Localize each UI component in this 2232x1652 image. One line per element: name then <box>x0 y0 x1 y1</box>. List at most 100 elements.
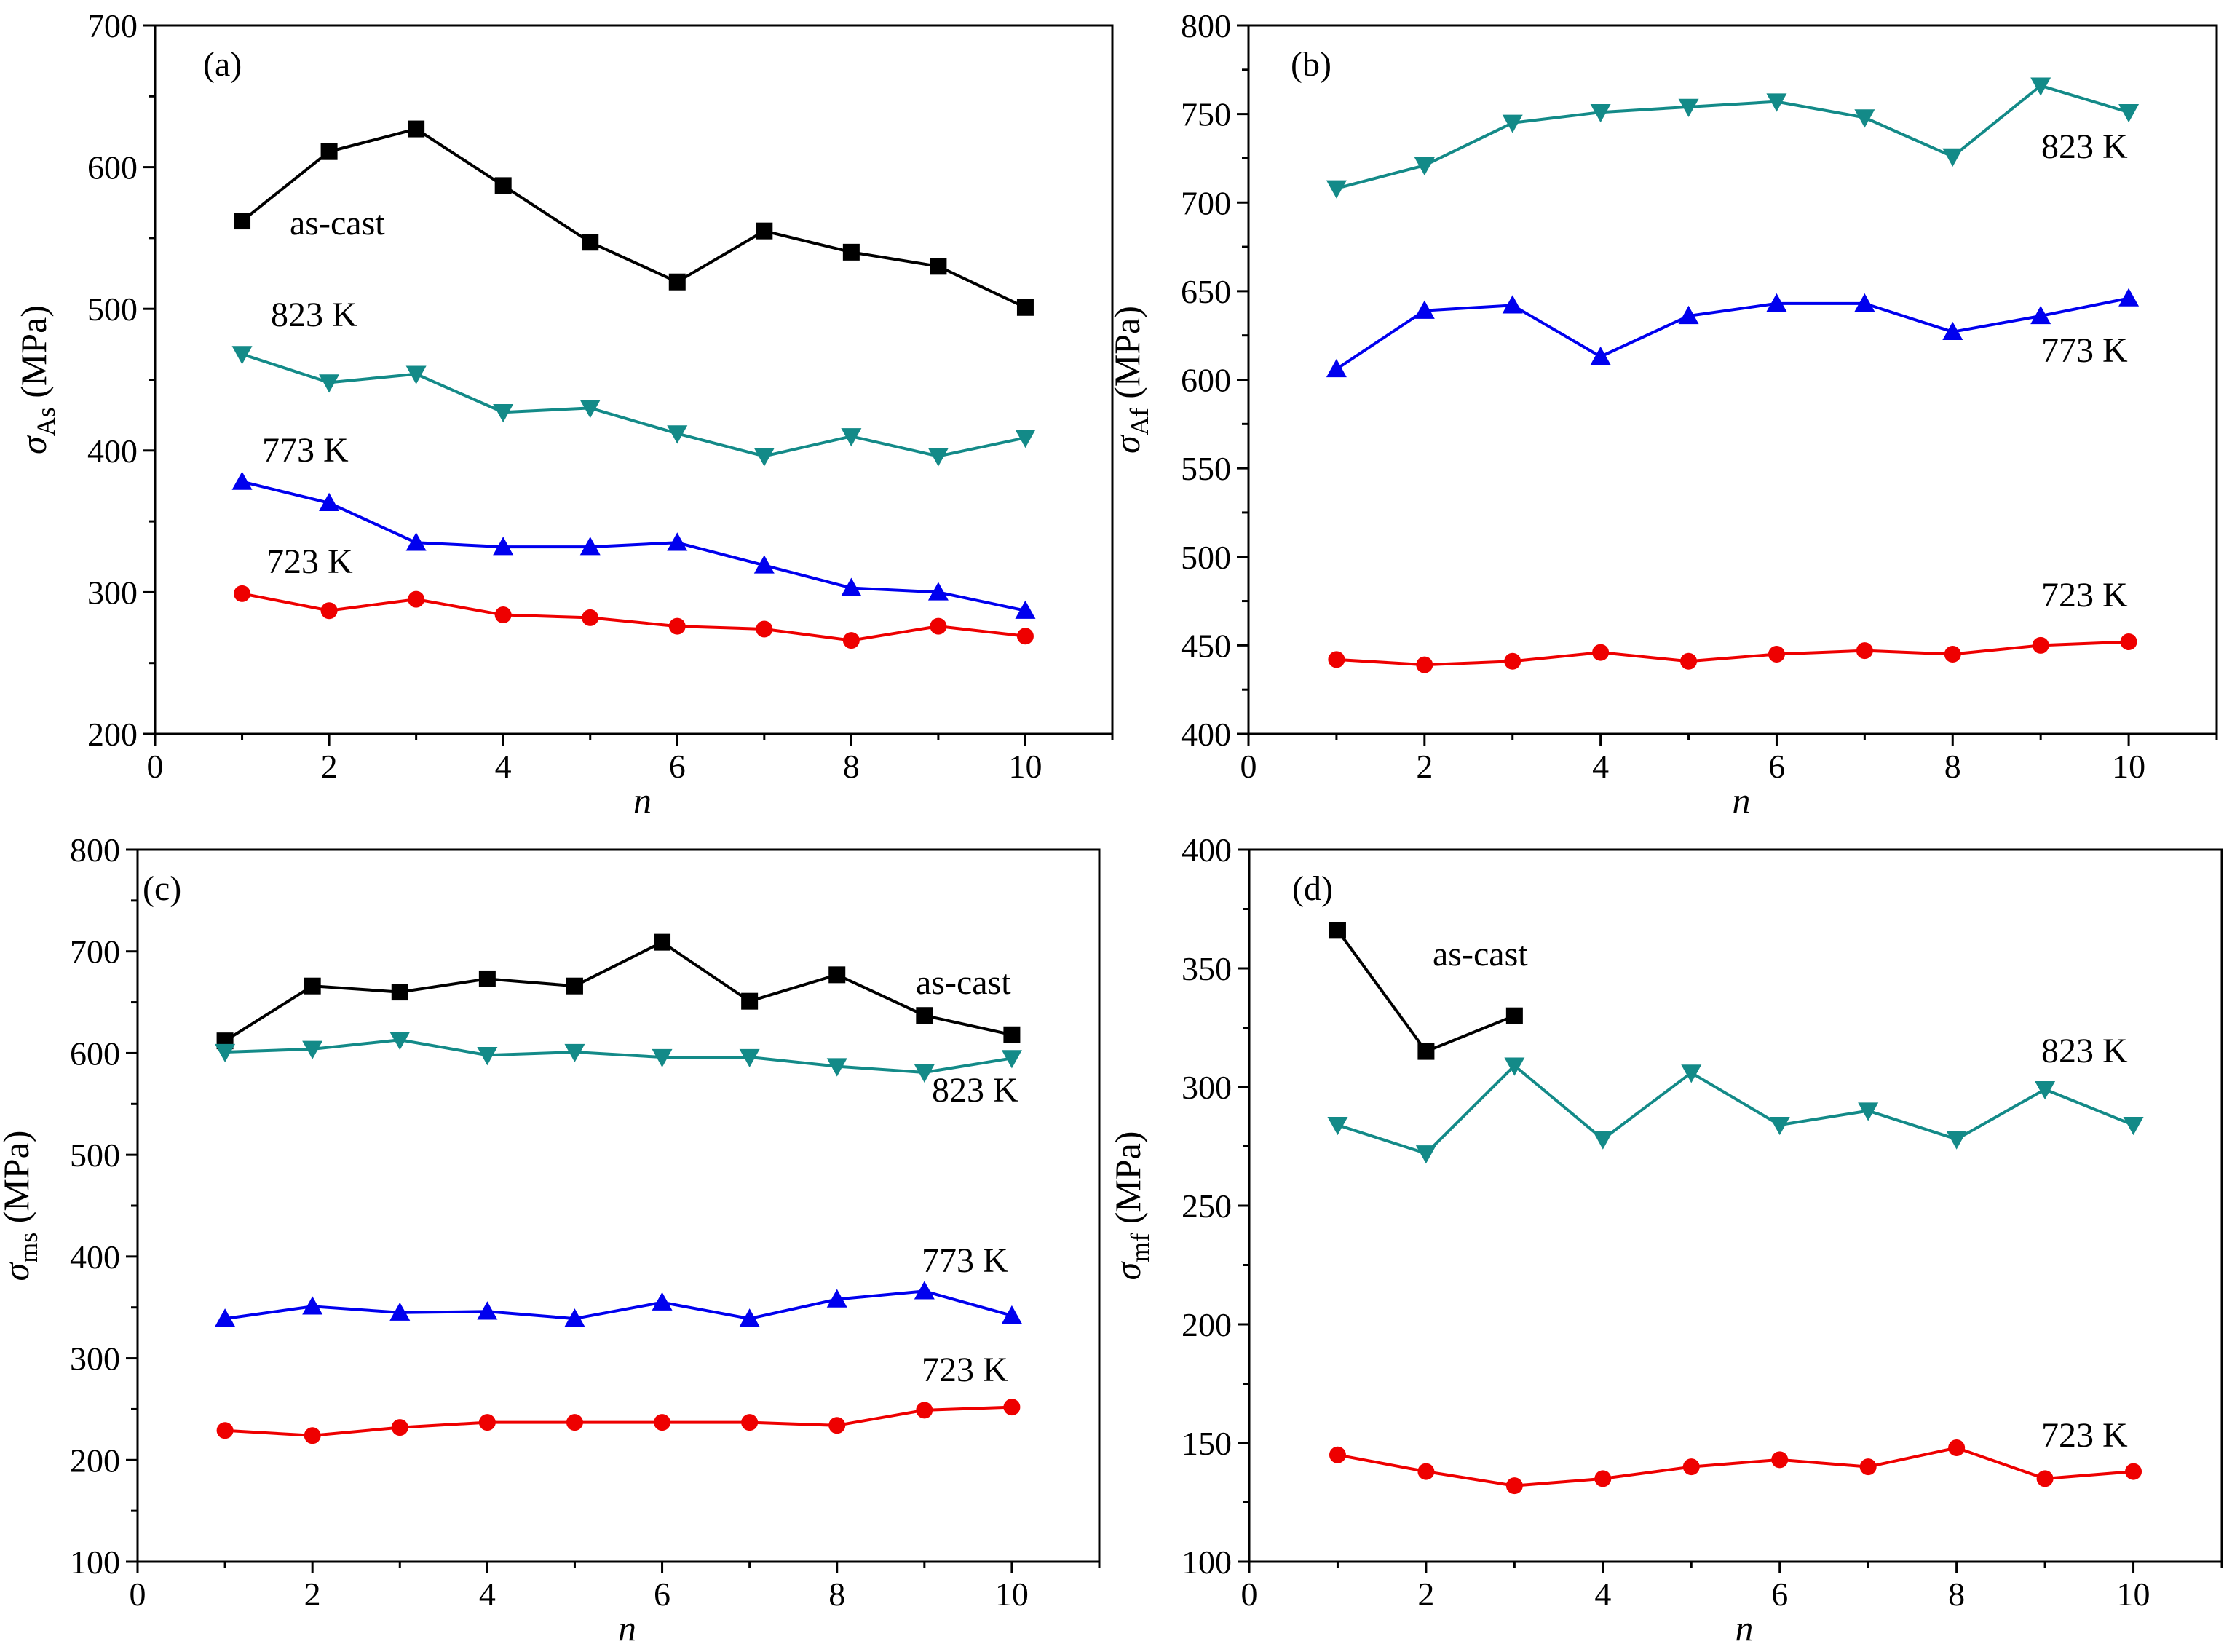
y-tick-label: 400 <box>1181 716 1231 753</box>
data-point <box>1502 295 1523 314</box>
x-tick-label: 6 <box>654 1576 670 1613</box>
data-point <box>1416 656 1433 673</box>
data-point <box>652 1048 673 1068</box>
series-823-k: 823 K <box>1327 1032 2144 1164</box>
panel-label: (c) <box>143 869 181 908</box>
data-point <box>2123 1116 2144 1136</box>
y-axis-symbol: σ <box>1107 434 1147 454</box>
data-point <box>1592 1131 1613 1150</box>
x-tick-label: 6 <box>669 748 686 785</box>
data-point <box>320 602 338 620</box>
data-point <box>1856 642 1873 660</box>
data-point <box>2120 633 2137 651</box>
data-point <box>1946 1131 1967 1150</box>
series-line <box>224 941 1013 1043</box>
data-point <box>1001 1305 1022 1324</box>
data-point <box>302 1296 323 1315</box>
x-axis-title: n <box>633 780 652 821</box>
series-as-cast: as-cast <box>216 933 1021 1050</box>
data-point <box>927 582 949 601</box>
data-point <box>582 609 599 626</box>
x-tick-label: 0 <box>1241 1576 1258 1613</box>
data-point <box>1678 98 1699 117</box>
data-point <box>1590 103 1611 123</box>
data-point <box>234 585 251 602</box>
data-point <box>231 346 253 365</box>
y-axis-title: σAf (MPa) <box>1107 306 1154 454</box>
plot-frame <box>136 848 1101 1563</box>
series-label: 723 K <box>922 1351 1008 1389</box>
data-point <box>841 428 862 447</box>
y-tick-label: 600 <box>87 149 138 186</box>
y-tick-label: 500 <box>1181 539 1231 576</box>
data-point <box>741 1414 759 1431</box>
series-label: 773 K <box>262 431 349 470</box>
data-point <box>579 537 601 556</box>
data-point <box>405 365 427 384</box>
data-point <box>477 1047 498 1066</box>
data-point <box>741 992 759 1010</box>
data-point <box>828 1417 846 1434</box>
data-point <box>2030 77 2051 96</box>
data-point <box>1016 299 1034 316</box>
data-point <box>1015 430 1036 448</box>
series-label: 723 K <box>2041 576 2128 614</box>
data-point <box>1768 646 1785 663</box>
series-line <box>1336 640 2129 667</box>
data-point <box>320 143 338 160</box>
data-point <box>1505 1007 1523 1024</box>
data-point <box>408 120 425 138</box>
y-axis-unit: (MPa) <box>1107 1131 1148 1233</box>
data-point <box>1414 157 1435 176</box>
y-tick-label: 400 <box>87 432 138 470</box>
x-axis-title: n <box>618 1608 636 1648</box>
data-point <box>756 620 773 638</box>
x-tick-label: 6 <box>1771 1576 1788 1613</box>
x-axis-title: n <box>1733 780 1751 821</box>
y-tick-label: 200 <box>87 716 138 753</box>
data-point <box>1769 1116 1790 1136</box>
y-tick-label: 600 <box>1181 362 1231 399</box>
series-line <box>1337 1064 2134 1155</box>
x-tick-label: 8 <box>1948 1576 1965 1613</box>
y-axis-unit: (MPa) <box>1107 306 1147 408</box>
data-point <box>234 213 251 230</box>
y-axis-subscript: mf <box>1125 1233 1155 1262</box>
x-axis-title: n <box>1736 1608 1754 1648</box>
data-point <box>1016 628 1034 645</box>
y-axis-title: σmf (MPa) <box>1107 1131 1155 1281</box>
series-line <box>242 480 1026 612</box>
data-point <box>753 448 775 467</box>
x-tick-label: 10 <box>1008 748 1042 785</box>
y-tick-label: 400 <box>1182 831 1232 869</box>
y-tick-label: 350 <box>1182 950 1232 987</box>
series-line <box>1337 1446 2134 1487</box>
data-point <box>916 1007 933 1024</box>
panel-label: (a) <box>203 45 242 84</box>
series-label: 823 K <box>271 296 357 334</box>
data-point <box>1771 1451 1789 1469</box>
data-point <box>215 1043 236 1063</box>
data-point <box>319 492 340 512</box>
data-point <box>391 1419 408 1436</box>
data-point <box>826 1058 847 1077</box>
y-axis-subscript: Af <box>1125 408 1154 435</box>
data-point <box>215 1308 236 1327</box>
x-tick-label: 10 <box>2112 748 2145 785</box>
data-point <box>1592 644 1610 661</box>
x-tick-label: 2 <box>304 1576 321 1613</box>
series-label: 773 K <box>922 1241 1008 1280</box>
data-point <box>916 1402 933 1419</box>
data-point <box>1942 148 1963 167</box>
y-axis-symbol: σ <box>1107 1260 1148 1280</box>
data-point <box>493 404 514 423</box>
series-label: 773 K <box>2041 331 2128 370</box>
data-point <box>1948 1439 1966 1457</box>
data-point <box>753 555 775 574</box>
data-point <box>1417 1043 1435 1060</box>
y-axis-symbol: σ <box>0 1261 36 1281</box>
y-tick-label: 700 <box>87 7 138 44</box>
series-823-k: 823 K <box>231 296 1036 467</box>
data-point <box>654 933 671 951</box>
data-point <box>739 1048 760 1068</box>
